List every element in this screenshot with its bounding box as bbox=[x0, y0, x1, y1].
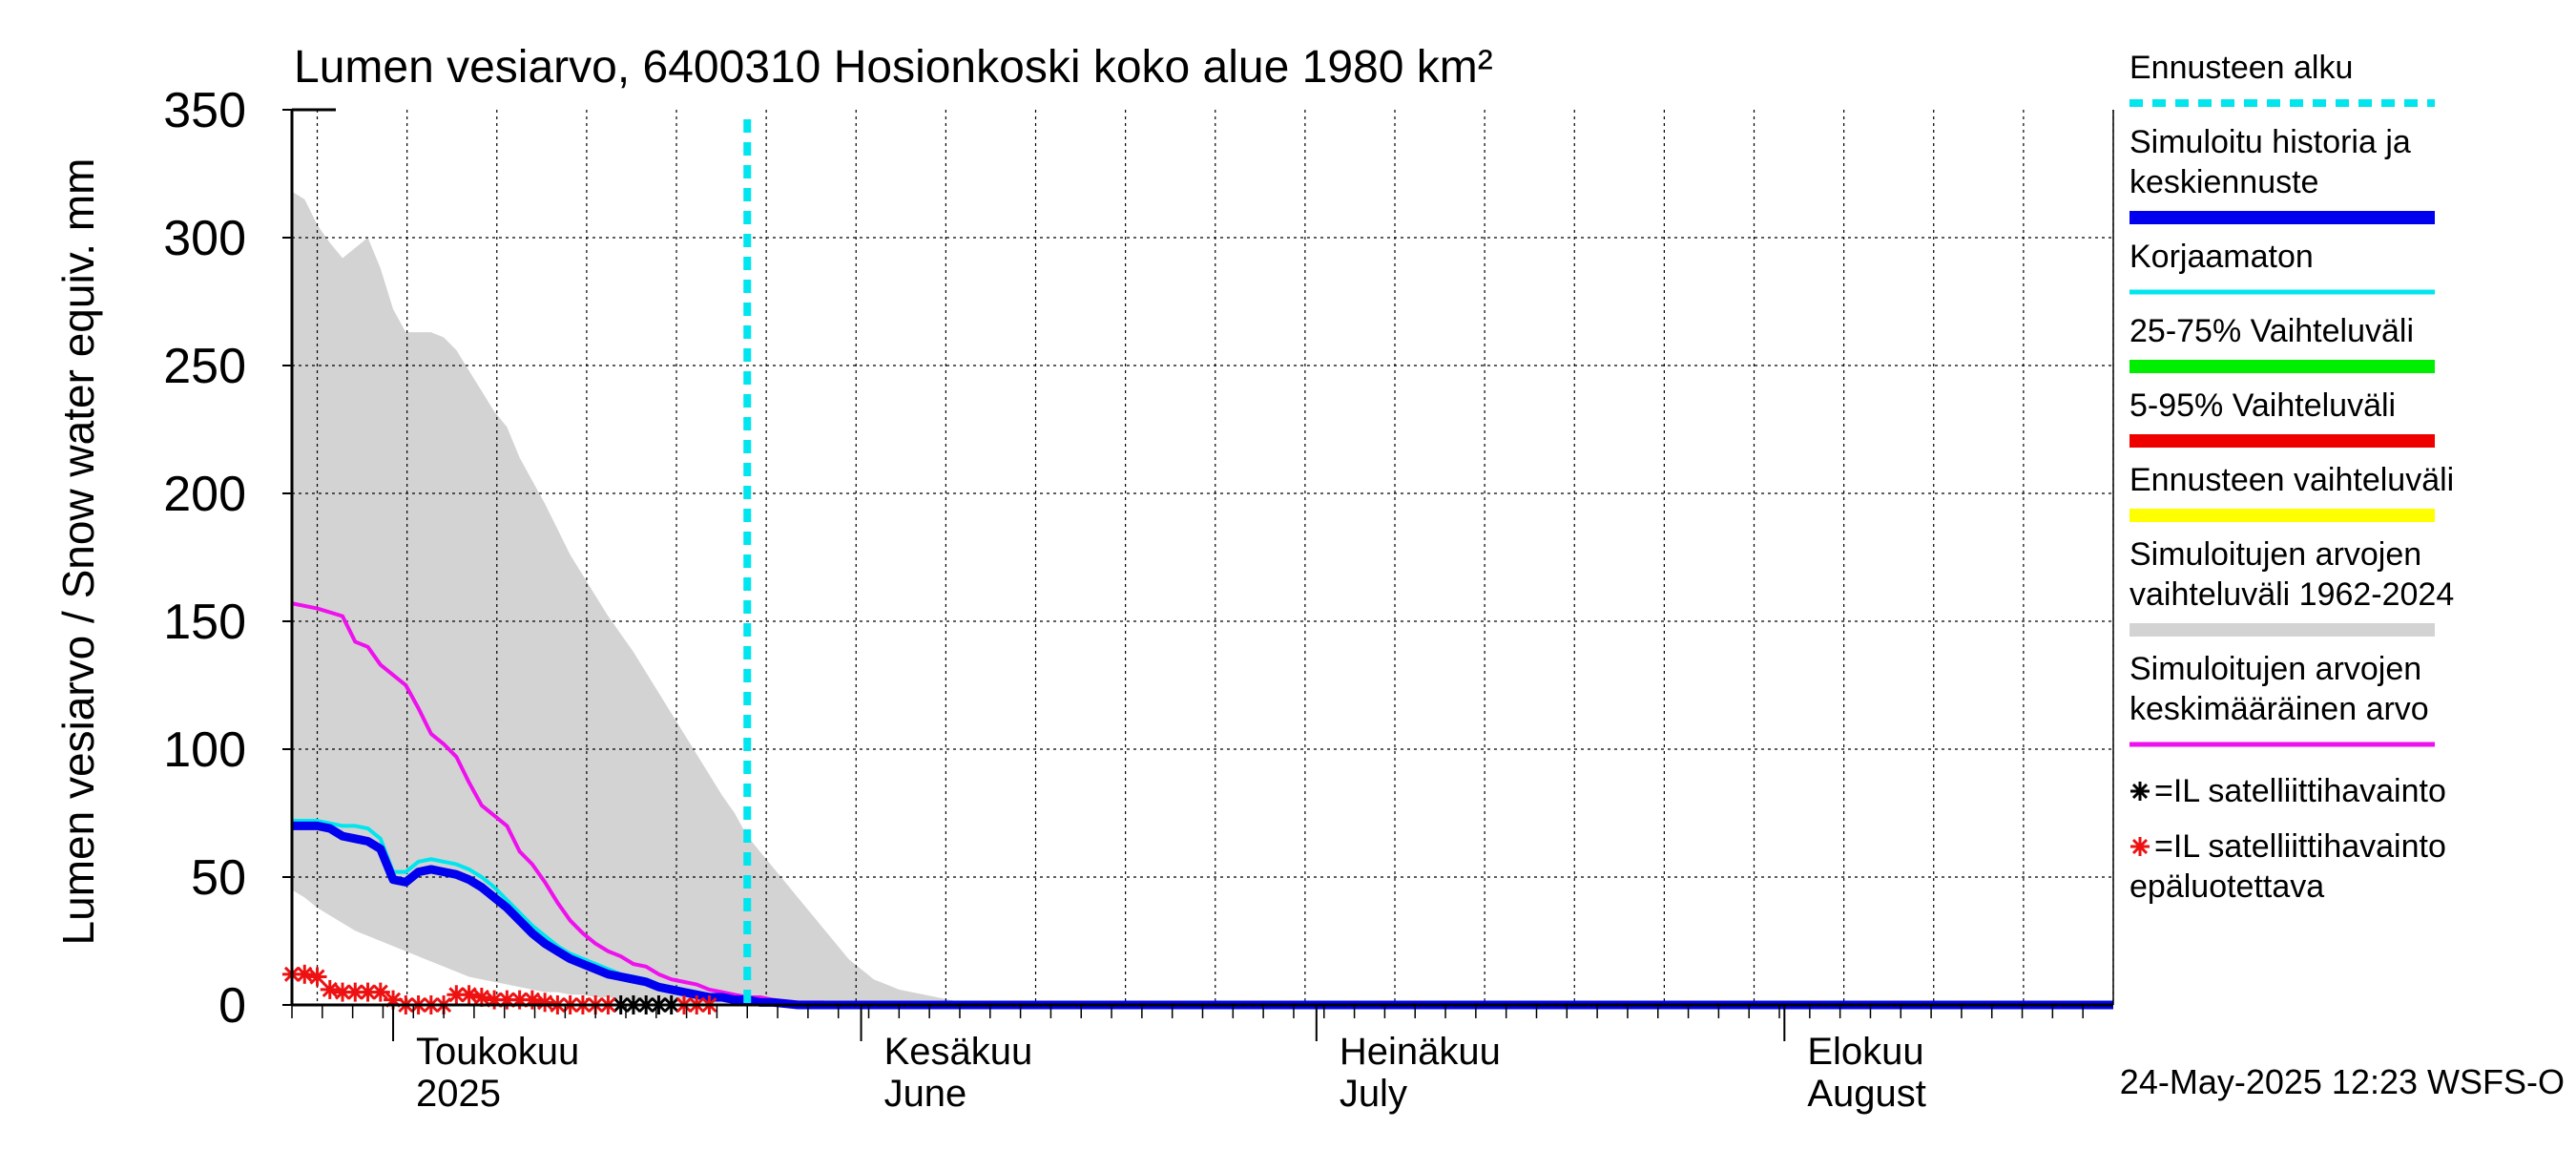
unreliable-satellite-marker bbox=[459, 985, 479, 1005]
y-axis-label: Lumen vesiarvo / Snow water equiv. mm bbox=[53, 158, 103, 946]
y-tick-label: 150 bbox=[163, 595, 246, 650]
unreliable-satellite-marker bbox=[370, 982, 390, 1002]
legend-label: vaihteluväli 1962-2024 bbox=[2129, 576, 2454, 613]
unreliable-satellite-marker bbox=[447, 985, 467, 1005]
legend-black-asterisk-icon bbox=[2130, 782, 2150, 801]
y-tick-label: 300 bbox=[163, 211, 246, 266]
x-month-label: Elokuu bbox=[1807, 1031, 1923, 1073]
legend-label: 5-95% Vaihteluväli bbox=[2129, 387, 2396, 424]
y-tick-label: 350 bbox=[163, 83, 246, 138]
legend-red-asterisk-icon bbox=[2130, 837, 2150, 856]
legend-label: Korjaamaton bbox=[2129, 239, 2314, 275]
legend-label: 25-75% Vaihteluväli bbox=[2129, 313, 2414, 349]
legend-marker-label: =IL satelliittihavainto bbox=[2154, 773, 2446, 809]
x-month-sublabel: July bbox=[1340, 1073, 1407, 1115]
x-month-sublabel: August bbox=[1807, 1073, 1926, 1115]
unreliable-satellite-marker bbox=[333, 982, 353, 1002]
y-tick-label: 200 bbox=[163, 467, 246, 522]
x-month-label: Kesäkuu bbox=[884, 1031, 1033, 1073]
historical-range-band bbox=[292, 191, 2113, 1005]
y-tick-label: 100 bbox=[163, 722, 246, 778]
unreliable-satellite-marker bbox=[471, 987, 491, 1007]
legend-label: Ennusteen alku bbox=[2129, 50, 2353, 86]
y-tick-label: 50 bbox=[191, 850, 246, 906]
timestamp: 24-May-2025 12:23 WSFS-O bbox=[2120, 1062, 2565, 1101]
x-month-label: Toukokuu bbox=[416, 1031, 579, 1073]
y-tick-label: 0 bbox=[218, 978, 246, 1034]
legend-label: keskiennuste bbox=[2129, 164, 2318, 200]
unreliable-satellite-marker bbox=[535, 993, 555, 1013]
legend-label: Simuloitujen arvojen bbox=[2129, 651, 2421, 687]
legend-label: Simuloitujen arvojen bbox=[2129, 536, 2421, 573]
simulated-line bbox=[292, 821, 2113, 1010]
legend-marker-label: epäluotettava bbox=[2129, 868, 2324, 905]
mean-line bbox=[291, 601, 2113, 1007]
legend-label: Simuloitu historia ja bbox=[2129, 124, 2411, 160]
x-month-label: Heinäkuu bbox=[1340, 1031, 1501, 1073]
legend-label: Ennusteen vaihteluväli bbox=[2129, 462, 2454, 498]
legend-label: keskimääräinen arvo bbox=[2129, 691, 2429, 727]
y-tick-label: 250 bbox=[163, 339, 246, 394]
unreliable-satellite-marker bbox=[358, 982, 378, 1002]
legend-marker-label: =IL satelliittihavainto bbox=[2154, 828, 2446, 865]
x-month-sublabel: June bbox=[884, 1073, 967, 1115]
unreliable-satellite-marker bbox=[307, 967, 327, 987]
x-month-sublabel: 2025 bbox=[416, 1073, 501, 1115]
unreliable-satellite-marker bbox=[320, 979, 340, 999]
unreliable-satellite-marker bbox=[295, 964, 315, 984]
chart-title: Lumen vesiarvo, 6400310 Hosionkoski koko… bbox=[294, 42, 1493, 93]
